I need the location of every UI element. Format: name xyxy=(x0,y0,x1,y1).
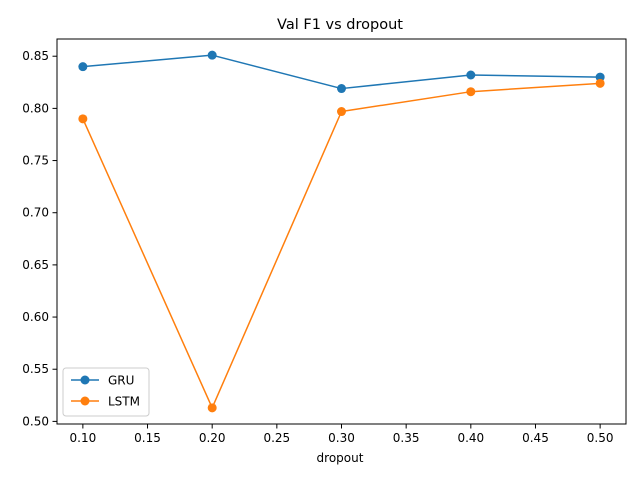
legend-box xyxy=(62,367,150,417)
x-tick-label: 0.10 xyxy=(70,431,97,445)
y-tick-label: 0.70 xyxy=(22,206,49,220)
data-point-gru xyxy=(78,62,88,72)
x-tick-label: 0.20 xyxy=(199,431,226,445)
data-point-lstm xyxy=(466,87,476,97)
axes-frame xyxy=(56,38,627,425)
y-tick-label: 0.75 xyxy=(22,154,49,168)
data-point-gru xyxy=(207,50,217,60)
data-point-lstm xyxy=(78,114,88,124)
y-tick-label: 0.60 xyxy=(22,310,49,324)
chart-title: Val F1 vs dropout xyxy=(277,17,403,33)
x-tick-label: 0.45 xyxy=(522,431,549,445)
legend-marker-gru xyxy=(80,375,90,385)
y-tick-label: 0.55 xyxy=(22,362,49,376)
legend-label-lstm: LSTM xyxy=(108,395,140,409)
x-tick-label: 0.15 xyxy=(134,431,161,445)
legend: GRU LSTM xyxy=(62,367,150,417)
plot-area xyxy=(78,50,605,413)
x-axis-label: dropout xyxy=(317,451,364,465)
y-tick-label: 0.80 xyxy=(22,101,49,115)
x-tick-label: 0.40 xyxy=(457,431,484,445)
data-point-gru xyxy=(466,70,476,80)
data-point-lstm xyxy=(207,403,217,413)
series-line-gru xyxy=(82,54,601,90)
legend-marker-lstm xyxy=(80,396,90,406)
y-tick-label: 0.85 xyxy=(22,49,49,63)
x-tick-label: 0.35 xyxy=(393,431,420,445)
legend-label-gru: GRU xyxy=(108,374,134,388)
data-point-gru xyxy=(595,72,605,82)
data-point-gru xyxy=(337,84,346,94)
x-tick-label: 0.50 xyxy=(587,431,614,445)
data-point-lstm xyxy=(337,107,346,117)
series-line-lstm xyxy=(82,82,601,409)
y-tick-label: 0.50 xyxy=(22,414,49,428)
x-tick-label: 0.30 xyxy=(328,431,355,445)
x-tick-label: 0.25 xyxy=(263,431,290,445)
data-point-lstm xyxy=(595,78,605,88)
y-tick-label: 0.65 xyxy=(22,258,49,272)
axes: 0.10 0.15 0.20 0.25 0.30 0.35 0.40 0.45 0.50 0.50… xyxy=(22,38,627,445)
